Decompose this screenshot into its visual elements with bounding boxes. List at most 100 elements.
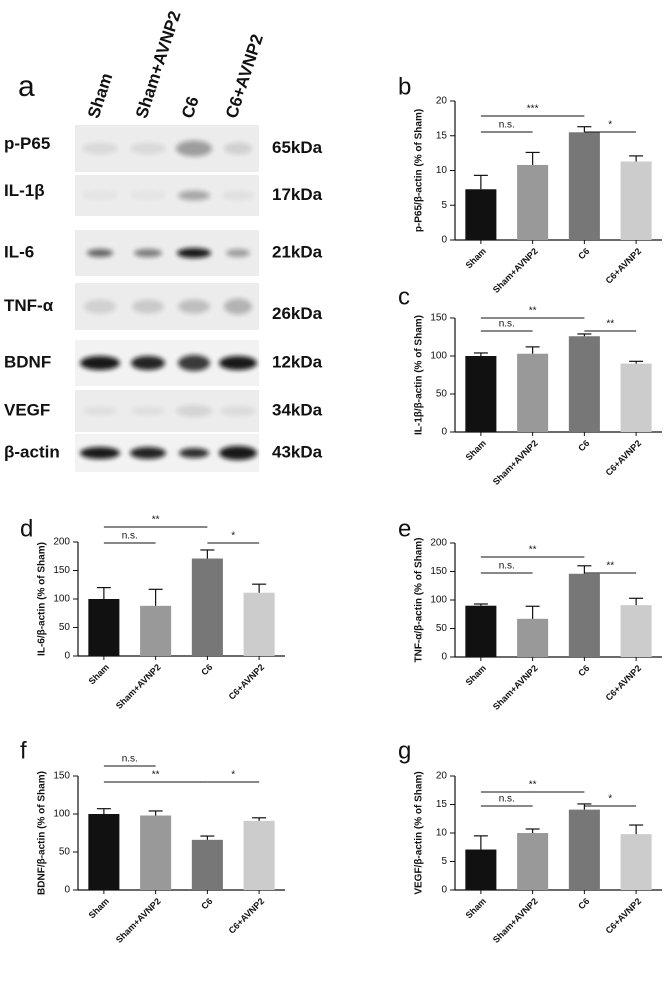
- x-tick-label: C6: [576, 246, 591, 261]
- bar: [465, 605, 497, 657]
- bar-chart: f BDNF/β-actin (% of Sham) 0 50 100 150 Sham Sh…: [20, 737, 285, 945]
- protein-label: p-P65: [4, 134, 50, 153]
- protein-label: IL-1β: [4, 181, 45, 200]
- y-tick-label: 10: [436, 165, 448, 176]
- x-tick-label: Sham+AVNP2: [491, 663, 540, 712]
- band: [179, 448, 209, 458]
- band: [219, 356, 257, 370]
- band: [131, 356, 165, 370]
- protein-label: BDNF: [4, 352, 51, 371]
- x-tick-label: Sham: [464, 663, 488, 687]
- band: [178, 355, 210, 371]
- significance-label: ***: [527, 104, 539, 115]
- x-tick-label: Sham+AVNP2: [114, 896, 163, 945]
- band: [178, 299, 210, 314]
- bar: [465, 849, 497, 890]
- protein-label: β-actin: [4, 442, 60, 461]
- y-tick-label: 0: [441, 427, 447, 438]
- bar-chart: d IL-6/β-actin (% of Sham) 0 50 100 150 200 Sha…: [20, 515, 285, 711]
- band: [87, 249, 113, 257]
- x-tick-label: C6: [199, 662, 214, 677]
- y-axis-label: TNF-α/β-actin (% of Sham): [414, 537, 425, 662]
- bar: [620, 363, 652, 432]
- band: [82, 406, 118, 416]
- x-tick-label: Sham: [464, 896, 488, 920]
- x-tick-label: Sham+AVNP2: [114, 662, 163, 711]
- x-tick-label: C6+AVNP2: [604, 438, 644, 478]
- significance-label: **: [152, 515, 160, 526]
- band: [220, 406, 256, 416]
- x-tick-label: Sham: [464, 246, 488, 270]
- lane-label: C6: [178, 94, 203, 121]
- bar: [465, 189, 497, 240]
- y-tick-label: 0: [441, 885, 447, 896]
- x-tick-label: C6+AVNP2: [227, 896, 267, 936]
- band: [130, 406, 166, 416]
- y-tick-label: 20: [436, 96, 448, 107]
- y-tick-label: 50: [436, 389, 448, 400]
- x-tick-label: C6+AVNP2: [604, 663, 644, 703]
- y-tick-label: 0: [64, 885, 70, 896]
- x-tick-label: C6: [576, 663, 591, 678]
- y-tick-label: 150: [430, 566, 447, 577]
- significance-label: n.s.: [499, 120, 515, 131]
- x-tick-label: Sham+AVNP2: [491, 246, 540, 295]
- size-label: 12kDa: [272, 352, 323, 371]
- y-tick-label: 15: [436, 130, 448, 141]
- x-tick-label: Sham+AVNP2: [491, 896, 540, 945]
- band: [219, 446, 257, 460]
- bar: [191, 839, 223, 890]
- band: [82, 142, 118, 155]
- significance-label: n.s.: [499, 561, 515, 572]
- y-tick-label: 100: [430, 595, 447, 606]
- significance-label: *: [231, 770, 235, 781]
- panel-letter: a: [18, 70, 35, 103]
- bar: [517, 164, 549, 240]
- y-tick-label: 50: [59, 847, 71, 858]
- bar: [568, 573, 600, 657]
- size-label: 26kDa: [272, 304, 323, 323]
- bar: [465, 356, 497, 432]
- size-label: 43kDa: [272, 442, 323, 461]
- size-label: 17kDa: [272, 185, 323, 204]
- significance-label: n.s.: [122, 531, 138, 542]
- x-tick-label: Sham+AVNP2: [491, 438, 540, 487]
- protein-label: VEGF: [4, 400, 50, 419]
- bar: [243, 592, 275, 656]
- panel-letter: g: [398, 737, 411, 764]
- bar: [88, 814, 120, 890]
- size-label: 65kDa: [272, 138, 323, 157]
- y-axis-label: IL-1β/β-actin (% of Sham): [414, 315, 425, 435]
- significance-label: **: [606, 319, 614, 330]
- bar: [517, 833, 549, 890]
- y-tick-label: 100: [53, 809, 70, 820]
- y-tick-label: 0: [441, 652, 447, 663]
- bar: [620, 605, 652, 657]
- protein-label: IL-6: [4, 242, 34, 261]
- lane-label: C6+AVNP2: [222, 32, 267, 121]
- bar: [517, 353, 549, 432]
- band: [80, 447, 120, 459]
- significance-label: **: [529, 780, 537, 791]
- y-tick-label: 15: [436, 799, 448, 810]
- x-tick-label: C6: [576, 896, 591, 911]
- x-tick-label: C6+AVNP2: [604, 246, 644, 286]
- panel-letter: c: [398, 283, 410, 310]
- bar: [191, 558, 223, 656]
- x-tick-label: Sham: [87, 662, 111, 686]
- panel-letter: d: [20, 515, 33, 542]
- significance-label: n.s.: [499, 319, 515, 330]
- y-tick-label: 150: [53, 565, 70, 576]
- panel-letter: b: [398, 73, 411, 100]
- significance-label: n.s.: [122, 754, 138, 765]
- lane-label: Sham+AVNP2: [132, 9, 185, 121]
- band: [226, 249, 250, 257]
- lane-label: Sham: [84, 71, 116, 121]
- band: [176, 405, 212, 417]
- significance-label: **: [529, 306, 537, 317]
- band: [178, 190, 210, 201]
- y-axis-label: BDNF/β-actin (% of Sham): [37, 771, 48, 895]
- band: [224, 142, 252, 155]
- band: [134, 249, 162, 257]
